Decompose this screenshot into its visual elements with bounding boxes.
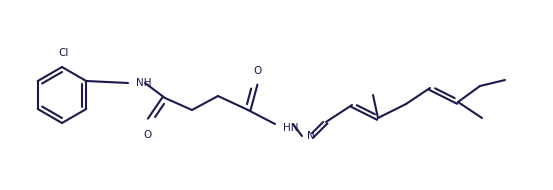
Text: O: O — [253, 66, 261, 76]
Text: Cl: Cl — [59, 48, 69, 58]
Text: O: O — [144, 130, 152, 140]
Text: N: N — [307, 131, 315, 141]
Text: HN: HN — [283, 123, 299, 133]
Text: NH: NH — [136, 78, 152, 88]
